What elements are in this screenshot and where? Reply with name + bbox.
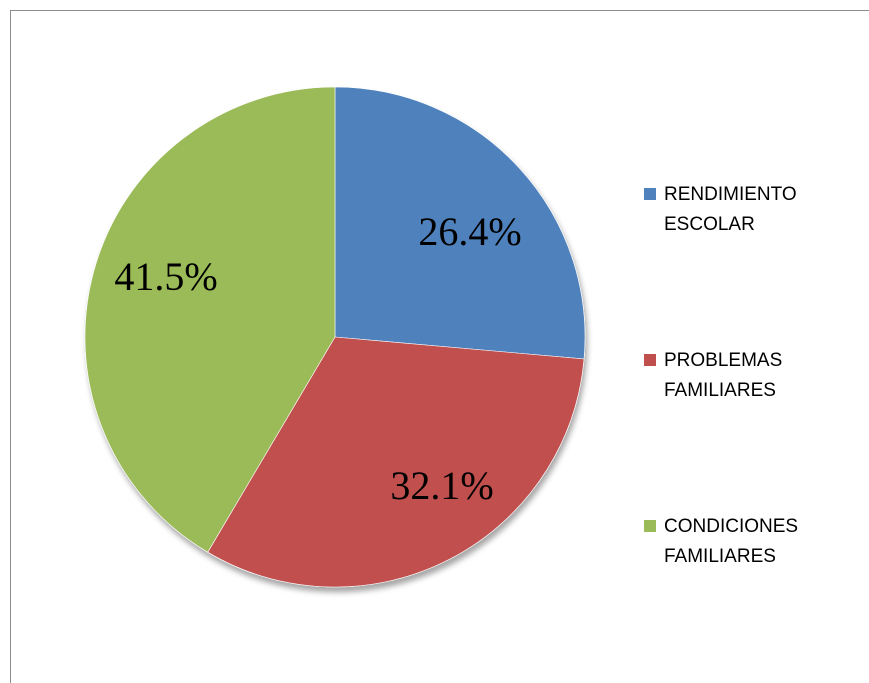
legend: RENDIMIENTO ESCOLAR PROBLEMAS FAMILIARES… [644,180,864,678]
legend-swatch [644,188,656,200]
pie-slice-rendimiento-escolar [334,86,586,360]
legend-swatch [644,520,656,532]
pie-slice-problemas-familiares [207,336,585,588]
pie-data-labels: 26.4% 32.1% 41.5% [114,209,521,508]
legend-swatch [644,354,656,366]
pie-slice-condiciones-familiares [84,86,336,553]
legend-label: RENDIMIENTO ESCOLAR [664,184,797,235]
legend-label: CONDICIONES FAMILIARES [664,516,799,567]
data-label-condiciones-familiares: 41.5% [114,254,217,299]
legend-label: PROBLEMAS FAMILIARES [664,350,783,401]
data-label-rendimiento-escolar: 26.4% [418,209,521,254]
legend-item-rendimiento-escolar: RENDIMIENTO ESCOLAR [644,180,864,346]
legend-item-problemas-familiares: PROBLEMAS FAMILIARES [644,346,864,512]
pie-slices [84,86,586,588]
legend-item-condiciones-familiares: CONDICIONES FAMILIARES [644,512,864,678]
data-label-problemas-familiares: 32.1% [390,463,493,508]
